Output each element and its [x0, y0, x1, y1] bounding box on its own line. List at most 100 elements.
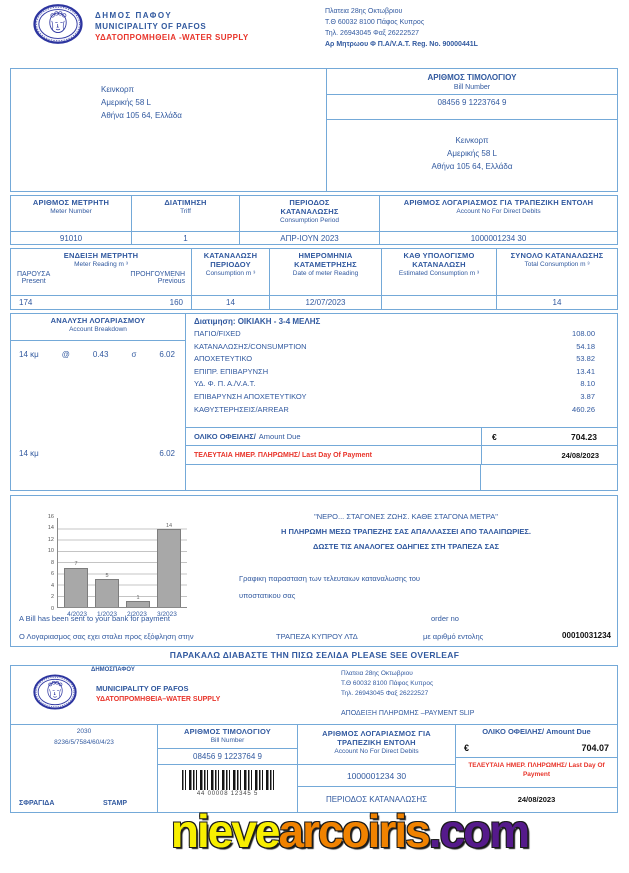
chart-x-axis: 4/2023 1/2023 2/2023 3/2023	[67, 611, 177, 618]
charge-row: ΠΑΓΙΟ/FIXED 108.00	[194, 329, 595, 338]
bar	[95, 579, 119, 607]
bank-name: ΤΡΑΠΕΖΑ ΚΥΠΡΟΥ ΛΤΔ	[276, 632, 358, 641]
totals-column-divider	[480, 465, 481, 490]
reading-date-header: ΗΜΕΡΟΜΗΝΙΑ ΚΑΤΑΜΕΤΡΗΣΗΣ Date of meter Re…	[269, 249, 381, 296]
order-no-label-el: με αριθμό εντολης	[423, 632, 484, 641]
watermark-part-1: nieve	[170, 805, 281, 857]
payment-slip-header: ΔΗΜΟΣΠΑΦΟΥ MUNICIPALITY OF PAFOS ΥΔΑΤΟΠΡ…	[11, 666, 617, 724]
bar-column: 7	[63, 518, 89, 607]
slip-org-address: Πλατεια 28ης Οκτωβριου Τ.Θ 60032 8100 Πά…	[341, 670, 434, 697]
charges-panel: Διατιμηση: ΟΙΚΙΑΚΗ - 3-4 ΜΕΛΗΣ ΠΑΓΙΟ/FIX…	[186, 314, 617, 490]
address-bill-box: Κεινκορπ Αμερικής 58 L Αθήνα 105 64, Ελλ…	[10, 68, 618, 192]
payment-slip: ΔΗΜΟΣΠΑΦΟΥ MUNICIPALITY OF PAFOS ΥΔΑΤΟΠΡ…	[10, 665, 618, 813]
watermark-part-2: arcoiris	[278, 805, 431, 857]
meter-number-header: ΑΡΙΘΜΟΣ ΜΕΤΡΗΤΗ Meter Number	[11, 196, 131, 232]
order-no-label-en: order no	[431, 614, 459, 623]
org-address-block: Πλατεια 28ης Οκτωβριου Τ.Θ 60032 8100 Πά…	[325, 6, 478, 50]
order-number: 00010031234	[562, 631, 611, 640]
calc-amount: 6.02	[159, 350, 175, 359]
consumption-bar-chart: 16 14 12 10 8 6 4 2 0 7 5	[41, 506, 201, 624]
department-name: ΥΔΑΤΟΠΡΟΜΗΘΕΙΑ -WATER SUPPLY	[95, 33, 249, 42]
last-payment-day-value: 24/08/2023	[481, 446, 617, 464]
chart-plot-area: 7 5 1 14	[57, 518, 187, 608]
municipality-seal-icon-small	[33, 673, 77, 711]
totals-subtable: ΟΛΙΚΟ ΟΦΕΙΛΗΣ/ Amount Due € 704.23 ΤΕΛΕΥ…	[186, 427, 617, 465]
bar-value-label: 7	[74, 561, 78, 568]
slip-bill-number-value: 08456 9 1223764 9	[158, 749, 297, 765]
message-line-2: Η ΠΛΗΡΩΜΗ ΜΕΣΩ ΤΡΑΠΕΖΗΣ ΣΑΣ ΑΠΑΛΛΑΣΣΕΙ Α…	[281, 527, 531, 536]
total-consumption-header: ΣΥΝΟΛΟ ΚΑΤΑΝΑΛΩΣΗΣ Total Consumption m ³	[496, 249, 617, 296]
stamp-label-en: STAMP	[103, 800, 127, 807]
charge-row: ΥΔ. Φ. Π. Α./V.A.T. 8.10	[194, 379, 595, 389]
amount-due-value: 704.23	[571, 431, 597, 442]
present-label: ΠΑΡΟΥΣΑ Present	[17, 271, 51, 285]
tariff-value: 1	[131, 232, 239, 244]
slip-org-name-greek: ΔΗΜΟΣΠΑΦΟΥ	[91, 667, 135, 673]
direct-debit-account-value: 1000001234 30	[379, 232, 617, 244]
period-consumption-header: ΚΑΤΑΝΑΛΩΣΗ ΠΕΡΙΟΔΟΥ Consumption m ³	[191, 249, 269, 296]
meter-number-value: 91010	[59, 233, 83, 243]
overleaf-notice: ΠΑΡΑΚΑΛΩ ΔΙΑΒΑΣΤΕ ΤΗΝ ΠΙΣΩ ΣΕΛΙΔΑ PLEASE…	[169, 650, 460, 660]
message-section: 16 14 12 10 8 6 4 2 0 7 5	[10, 495, 618, 647]
bar-value-label: 1	[136, 594, 140, 601]
last-payment-day-label: ΤΕΛΕΥΤΑΙΑ ΗΜΕΡ. ΠΛΗΡΩΜΗΣ/ Last Day Of Pa…	[194, 451, 372, 459]
last-payment-day-row: ΤΕΛΕΥΤΑΙΑ ΗΜΕΡ. ΠΛΗΡΩΜΗΣ/ Last Day Of Pa…	[186, 446, 617, 465]
bar-value-label: 5	[105, 572, 109, 579]
payment-slip-title: ΑΠΟΔΕΙΞΗ ΠΛΗΡΩΜΗΣ –PAYMENT SLIP	[341, 710, 475, 717]
slip-amount-cell: ΟΛΙΚΟ ΟΦΕΙΛΗΣ/ Amount Due € 704.07 ΤΕΛΕΥ…	[455, 725, 617, 812]
charge-row: ΕΠΙΒΑΡΥΝΣΗ ΑΠΟΧΕΤΕΥΤΙΚΟΥ 3.87	[194, 391, 595, 401]
previous-value: 160	[169, 298, 183, 307]
chart-y-axis: 16 14 12 10 8 6 4 2 0	[47, 514, 54, 612]
slip-amount-due-value: 704.07	[581, 742, 609, 753]
watermark-part-3: .com	[428, 805, 530, 857]
meter-reading-header: ΕΝΔΕΙΞΗ ΜΕΤΡΗΤΗ Meter Reading m ³ ΠΑΡΟΥΣ…	[11, 249, 191, 296]
direct-debit-account-header: ΑΡΙΘΜΟΣ ΛΟΓΑΡΙΑΣΜΟΣ ΓΙΑ ΤΡΑΠΕΖΙΚΗ ΕΝΤΟΛΗ…	[379, 196, 617, 232]
recipient-name-repeat: Κεινκορπ	[455, 136, 489, 145]
meter-reading-table: ΕΝΔΕΙΞΗ ΜΕΤΡΗΤΗ Meter Reading m ³ ΠΑΡΟΥΣ…	[10, 248, 618, 310]
tariff-header: ΔΙΑΤΙΜΗΣΗ Triff	[131, 196, 239, 232]
stamp-labels: ΣΦΡΑΓΙΔΑ STAMP	[19, 800, 127, 807]
slip-amount-due-label: ΟΛΙΚΟ ΟΦΕΙΛΗΣ/ Amount Due	[482, 727, 591, 736]
municipality-seal-icon	[33, 2, 83, 46]
site-watermark: nievearcoiris.com	[70, 804, 629, 858]
stamp-label-el: ΣΦΡΑΓΙΔΑ	[19, 800, 55, 807]
bill-header: ΔΗΜΟΣ ΠΑΦΟΥ MUNICIPALITY OF PAFOS ΥΔΑΤΟΠ…	[0, 0, 629, 60]
barcode-text: 44 00008 12345 5	[196, 791, 259, 797]
graph-caption: Γραφικη παρασταση των τελευταιων καταναλ…	[239, 574, 420, 600]
bill-number-label-en: Bill Number	[327, 82, 617, 95]
amount-due-row: ΟΛΙΚΟ ΟΦΕΙΛΗΣ/ Amount Due € 704.23	[186, 427, 617, 446]
org-block: ΔΗΜΟΣ ΠΑΦΟΥ MUNICIPALITY OF PAFOS ΥΔΑΤΟΠ…	[95, 10, 249, 43]
slip-bill-number-cell: ΑΡΙΘΜΟΣ ΤΙΜΟΛΟΓΙΟΥ Bill Number 08456 9 1…	[157, 725, 297, 812]
bar-column: 14	[156, 518, 182, 607]
slip-last-payment-day-label: ΤΕΛΕΥΤΑΙΑ ΗΜΕΡ. ΠΛΗΡΩΜΗΣ/ Last Day Of Pa…	[468, 762, 605, 779]
amount-due-value-cell: € 704.23	[481, 428, 617, 445]
charge-row: ΑΠΟΧΕΤΕΥΤΙΚΟ 53.82	[194, 354, 595, 364]
bank-sent-line-en: A Bill has been sent to your bank for pa…	[19, 614, 170, 623]
bar	[64, 568, 88, 607]
bar	[126, 601, 150, 607]
org-vat-line: Αρ Μητρωου Φ Π.Α/V.A.T. Reg. No. 9000044…	[325, 41, 478, 48]
org-address-line-2: Τ.Θ 60032 8100 Πάφος Κυπρος	[325, 19, 425, 26]
charge-row: ΕΠΙΠΡ. ΕΠΙΒΑΡΥΝΣΗ 13.41	[194, 366, 595, 376]
charge-row: ΚΑΤΑΝΑΛΩΣΗΣ/CONSUMPTION 54.18	[194, 341, 595, 351]
amount-due-label: ΟΛΙΚΟ ΟΦΕΙΛΗΣ/ Amount Due	[194, 432, 301, 441]
slip-bill-number-header: ΑΡΙΘΜΟΣ ΤΙΜΟΛΟΓΙΟΥ Bill Number	[158, 725, 297, 749]
charge-row: ΚΑΘΥΣΤΕΡΗΣΕΙΣ/ARREAR 460.26	[194, 404, 595, 414]
reading-date-value: 12/07/2023	[269, 296, 381, 309]
consumption-calculation-row: 14 κμ @ 0.43 σ 6.02	[11, 341, 185, 359]
org-address-line-1: Πλατεια 28ης Οκτωβριου	[325, 8, 403, 15]
breakdown-left-panel: ΑΝΑΛΥΣΗ ΛΟΓΑΡΙΑΣΜΟΥ Account Breakdown 14…	[11, 314, 186, 490]
slip-period-label: ΠΕΡΙΟΔΟΣ ΚΑΤΑΝΑΛΩΣΗΣ	[325, 794, 428, 804]
bar-column: 5	[94, 518, 120, 607]
reading-values: 174 160	[11, 296, 191, 309]
tariff-category-line: Διατιμηση: ΟΙΚΙΑΚΗ - 3-4 ΜΕΛΗΣ	[194, 317, 321, 326]
bar-column: 1	[125, 518, 151, 607]
slip-stamp-cell: 2030 8236/5/7584/60/4/23 ΣΦΡΑΓΙΔΑ STAMP	[11, 725, 157, 812]
recipient-name: Κεινκορπ	[101, 85, 134, 94]
summary-quantity: 14 κμ	[19, 449, 39, 458]
previous-label: ΠΡΟΗΓΟΥΜΕΝΗ Previous	[130, 271, 185, 285]
org-name-english: MUNICIPALITY OF PAFOS	[95, 22, 207, 31]
message-text-block: "ΝΕΡΟ... ΣΤΑΓΟΝΕΣ ΖΩΗΣ. ΚΑΘΕ ΣΤΑΓΟΝΑ ΜΕΤ…	[211, 509, 601, 554]
estimated-consumption-value	[381, 296, 496, 309]
